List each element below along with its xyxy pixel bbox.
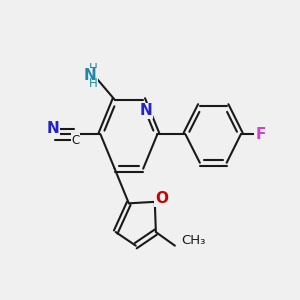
Text: N: N	[139, 103, 152, 118]
Text: N: N	[46, 122, 59, 136]
Text: H: H	[88, 77, 97, 90]
Text: C: C	[71, 134, 80, 147]
Text: CH₃: CH₃	[181, 234, 205, 247]
Text: F: F	[255, 127, 266, 142]
Text: H: H	[88, 62, 97, 75]
Text: O: O	[155, 191, 168, 206]
Text: N: N	[84, 68, 97, 83]
